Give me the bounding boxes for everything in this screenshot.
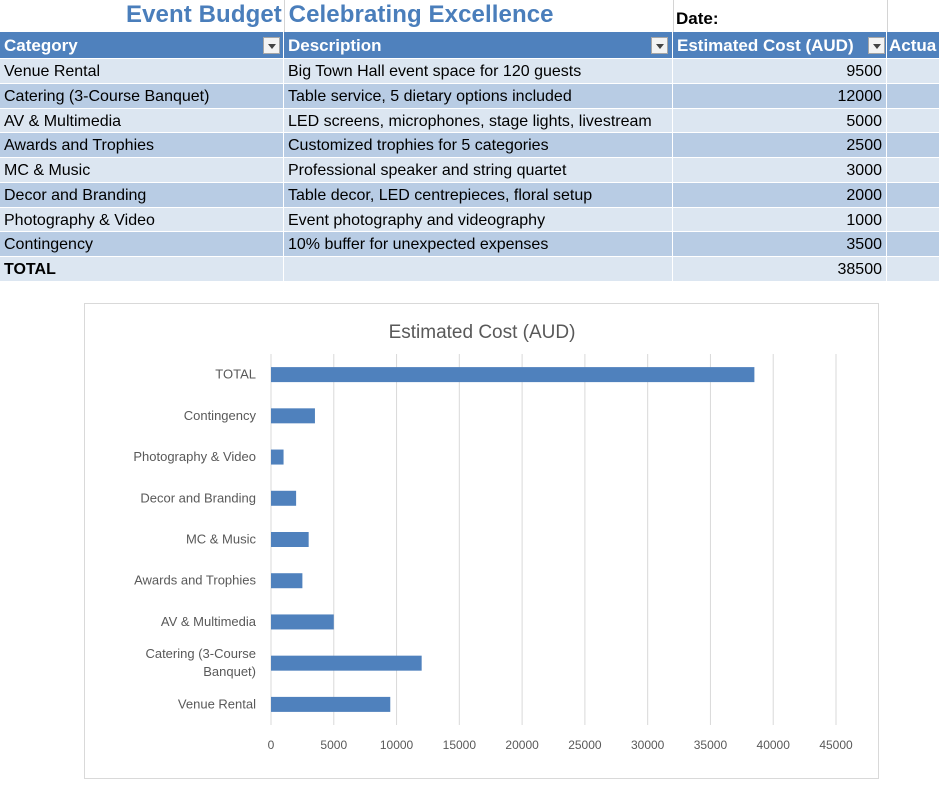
header-category-label: Category: [4, 36, 78, 55]
table-row: AV & Multimedia LED screens, microphones,…: [0, 108, 940, 134]
cell-category[interactable]: MC & Music: [0, 158, 284, 183]
cell-category[interactable]: Photography & Video: [0, 207, 284, 233]
header-estimated-cost-label: Estimated Cost (AUD): [677, 36, 854, 55]
filter-dropdown-button[interactable]: [868, 37, 885, 54]
table-row: Contingency 10% buffer for unexpected exp…: [0, 232, 940, 257]
table-row: MC & Music Professional speaker and strin…: [0, 158, 940, 183]
x-tick-label: 25000: [568, 738, 602, 752]
cell-category[interactable]: Venue Rental: [0, 59, 284, 84]
x-tick-label: 0: [268, 738, 275, 752]
table-row: Decor and Branding Table decor, LED centr…: [0, 182, 940, 208]
chart-bar: [271, 696, 391, 712]
cell-category[interactable]: Contingency: [0, 232, 284, 257]
y-category-label: MC & Music: [186, 532, 257, 547]
column-gridline: [673, 0, 674, 32]
chart-bar: [271, 532, 309, 547]
chart-bar: [271, 614, 334, 630]
cell-actual[interactable]: [887, 158, 940, 183]
y-category-label: Contingency: [184, 408, 257, 423]
header-description-label: Description: [288, 36, 382, 55]
chart-title: Estimated Cost (AUD): [389, 322, 576, 343]
cell-estimated-cost[interactable]: 3500: [673, 232, 887, 257]
header-category[interactable]: Category: [0, 32, 284, 59]
cell-description[interactable]: Table service, 5 dietary options include…: [284, 83, 673, 109]
chart-bar: [271, 490, 297, 506]
cell-actual[interactable]: [887, 83, 940, 109]
cell-actual[interactable]: [887, 133, 940, 158]
filter-dropdown-button[interactable]: [263, 37, 280, 54]
y-category-label: Venue Rental: [178, 696, 256, 711]
cell-description[interactable]: Table decor, LED centrepieces, floral se…: [284, 182, 673, 208]
cell-description[interactable]: LED screens, microphones, stage lights, …: [284, 108, 673, 134]
chart-bar: [271, 367, 755, 383]
date-label[interactable]: Date:: [676, 9, 719, 28]
table-total-row: TOTAL 38500: [0, 257, 940, 282]
header-actual[interactable]: Actua: [887, 32, 940, 59]
table-row: Catering (3-Course Banquet) Table service…: [0, 83, 940, 109]
cell-actual[interactable]: [887, 232, 940, 257]
chart-canvas: Estimated Cost (AUD) 0 5000 10000 15000 20000…: [133, 322, 853, 752]
cell-description[interactable]: Professional speaker and string quartet: [284, 158, 673, 183]
y-category-label: AV & Multimedia: [161, 614, 257, 629]
chart-bar: [271, 655, 422, 671]
cell-description[interactable]: 10% buffer for unexpected expenses: [284, 232, 673, 257]
cell-estimated-cost[interactable]: 5000: [673, 108, 887, 134]
y-category-label: Photography & Video: [133, 449, 256, 464]
sheet-top-row: [0, 0, 940, 32]
chart-bar: [271, 573, 303, 589]
header-estimated-cost[interactable]: Estimated Cost (AUD): [673, 32, 887, 59]
filter-dropdown-button[interactable]: [651, 37, 668, 54]
table-header-row: Category Description Estimated Cost (AUD…: [0, 32, 940, 59]
sheet-title[interactable]: Event Budget Celebrating Excellence: [126, 1, 554, 28]
header-description[interactable]: Description: [284, 32, 673, 59]
table-row: Venue Rental Big Town Hall event space fo…: [0, 59, 940, 84]
cell-actual[interactable]: [887, 257, 940, 282]
cell-description[interactable]: Event photography and videography: [284, 207, 673, 233]
cell-actual[interactable]: [887, 59, 940, 84]
column-gridline: [887, 0, 888, 32]
table-row: Awards and Trophies Customized trophies f…: [0, 133, 940, 158]
y-category-label: TOTAL: [215, 367, 256, 382]
cell-estimated-cost[interactable]: 2000: [673, 182, 887, 208]
x-tick-label: 35000: [694, 738, 728, 752]
x-tick-label: 20000: [505, 738, 539, 752]
cell-estimated-cost[interactable]: 38500: [673, 257, 887, 282]
y-category-label: Catering (3-Course Banquet): [145, 646, 256, 679]
cell-actual[interactable]: [887, 182, 940, 208]
cell-description[interactable]: [284, 257, 673, 282]
cell-estimated-cost[interactable]: 2500: [673, 133, 887, 158]
column-gridline: [284, 0, 285, 32]
chart-bar: [271, 408, 315, 424]
cell-category[interactable]: TOTAL: [0, 257, 284, 282]
cell-category[interactable]: AV & Multimedia: [0, 108, 284, 134]
cell-category[interactable]: Catering (3-Course Banquet): [0, 83, 284, 109]
x-tick-label: 5000: [320, 738, 347, 752]
cell-estimated-cost[interactable]: 9500: [673, 59, 887, 84]
bar-chart[interactable]: Estimated Cost (AUD) 0 5000 10000 15000 20000…: [84, 303, 879, 779]
y-category-label: Decor and Branding: [140, 490, 256, 505]
cell-actual[interactable]: [887, 207, 940, 233]
cell-category[interactable]: Awards and Trophies: [0, 133, 284, 158]
x-tick-label: 15000: [443, 738, 477, 752]
y-category-label: Awards and Trophies: [134, 573, 256, 588]
cell-description[interactable]: Big Town Hall event space for 120 guests: [284, 59, 673, 84]
cell-description[interactable]: Customized trophies for 5 categories: [284, 133, 673, 158]
cell-estimated-cost[interactable]: 3000: [673, 158, 887, 183]
x-tick-label: 30000: [631, 738, 665, 752]
cell-estimated-cost[interactable]: 12000: [673, 83, 887, 109]
cell-actual[interactable]: [887, 108, 940, 134]
cell-estimated-cost[interactable]: 1000: [673, 207, 887, 233]
x-tick-label: 45000: [819, 738, 853, 752]
table-row: Photography & Video Event photography and…: [0, 207, 940, 233]
x-tick-label: 40000: [757, 738, 791, 752]
x-tick-label: 10000: [380, 738, 414, 752]
chart-bar: [271, 449, 284, 465]
cell-category[interactable]: Decor and Branding: [0, 182, 284, 208]
